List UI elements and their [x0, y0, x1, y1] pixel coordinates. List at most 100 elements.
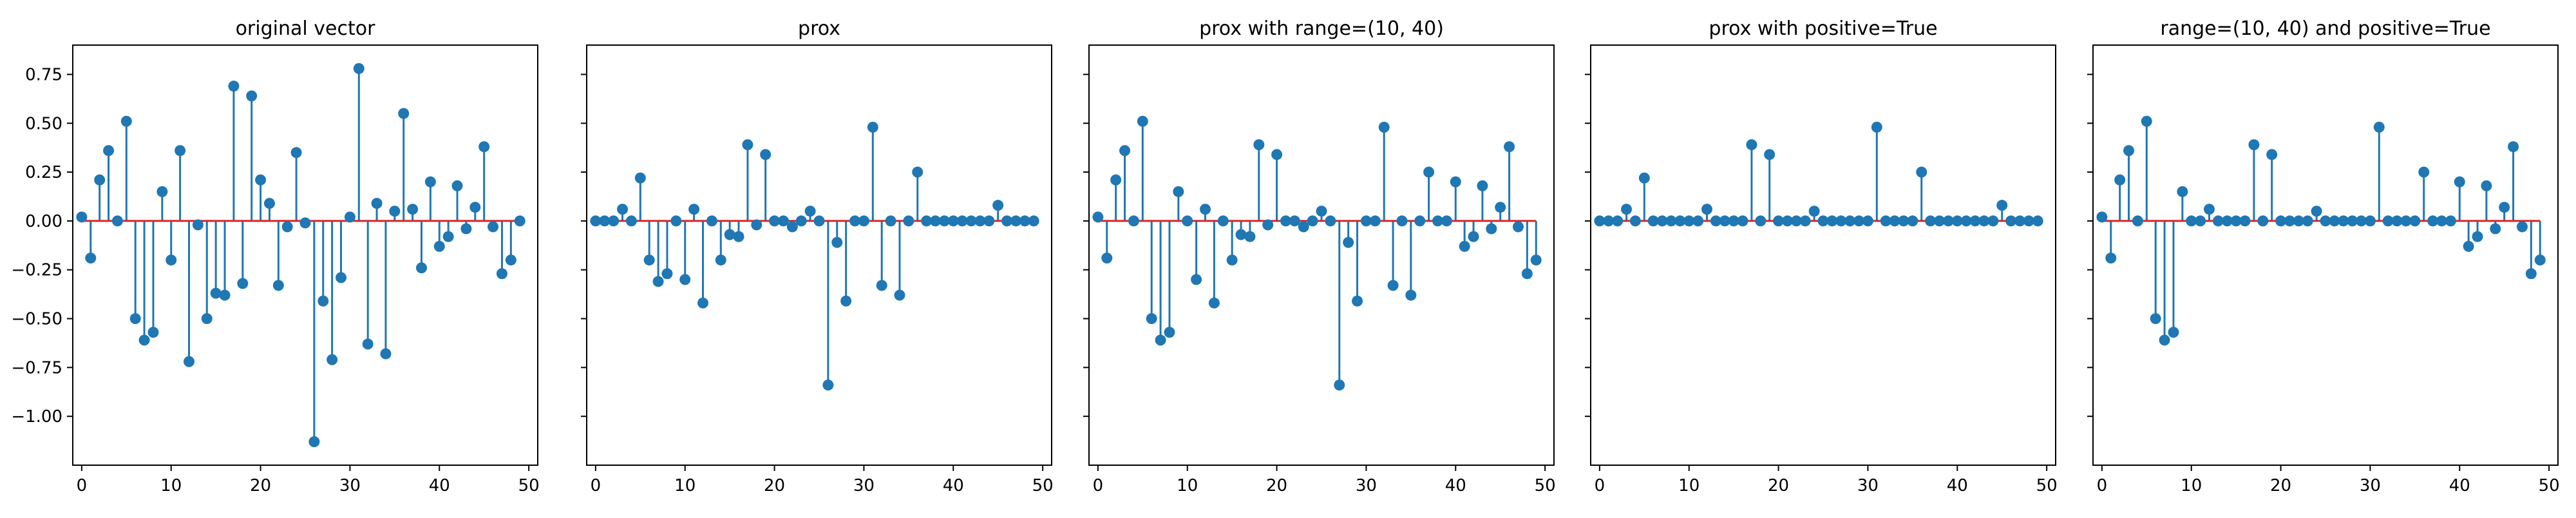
- stem-marker: [1360, 215, 1372, 227]
- stem-marker: [947, 215, 959, 227]
- stem-marker: [795, 215, 807, 227]
- stem-marker: [433, 240, 445, 252]
- stem-marker: [201, 313, 213, 325]
- stem-marker: [894, 289, 905, 301]
- stem-marker: [608, 215, 620, 227]
- stem-marker: [822, 379, 834, 391]
- stem-marker: [2195, 215, 2206, 227]
- stem-marker: [1001, 215, 1013, 227]
- stem-marker: [424, 176, 436, 187]
- stem-marker: [1665, 215, 1677, 227]
- chart-panel-5: range=(10, 40) and positive=True 0 10 20 30 4…: [2087, 17, 2560, 495]
- stem-marker: [1405, 289, 1417, 301]
- stem-marker: [2490, 223, 2501, 235]
- stem-marker: [1835, 215, 1847, 227]
- stem-marker: [2409, 215, 2421, 227]
- stem-marker: [930, 215, 941, 227]
- stem-marker: [751, 219, 762, 231]
- stem-marker: [1387, 280, 1399, 291]
- stem-marker: [965, 215, 977, 227]
- stem-marker: [1146, 313, 1157, 325]
- stem-marker: [2284, 215, 2295, 227]
- stem-marker: [362, 338, 374, 350]
- stem-marker: [858, 215, 869, 227]
- stem-marker: [2168, 327, 2179, 338]
- x-tick-label: 40: [1947, 476, 1968, 495]
- stem-marker: [777, 215, 789, 227]
- stem-marker: [2481, 180, 2492, 191]
- stem-marker: [1862, 215, 1873, 227]
- x-tick-label: 30: [339, 476, 361, 495]
- stem-marker: [389, 206, 401, 217]
- stem-marker: [2221, 215, 2233, 227]
- stem-marker: [2275, 215, 2287, 227]
- stem-marker: [2463, 240, 2474, 252]
- chart-title: prox with range=(10, 40): [1199, 17, 1444, 40]
- chart-panel-4: prox with positive=True 0 10 20 30 40 50: [1585, 17, 2058, 495]
- stem-marker: [625, 215, 637, 227]
- stem-marker: [724, 229, 735, 240]
- stem-marker: [2320, 215, 2331, 227]
- chart-panel-3: prox with range=(10, 40) 0 10 20 30 40 50: [1083, 17, 1556, 495]
- x-tick-label: 20: [764, 476, 785, 495]
- stem-marker: [1325, 215, 1336, 227]
- x-tick-label: 0: [1093, 476, 1104, 495]
- stem-marker: [697, 297, 708, 309]
- stem-marker: [1298, 221, 1309, 233]
- stem-marker: [1019, 215, 1030, 227]
- stem-marker: [1155, 334, 1166, 346]
- stem-marker: [442, 231, 454, 242]
- stem-marker: [885, 215, 896, 227]
- stem-marker: [380, 348, 392, 360]
- x-tick-label: 40: [943, 476, 964, 495]
- stem-marker: [938, 215, 950, 227]
- stem-marker: [2525, 268, 2537, 280]
- stem-marker: [1871, 121, 1882, 133]
- x-tick-label: 50: [2036, 476, 2058, 495]
- stem-marker: [2302, 215, 2313, 227]
- x-tick-label: 10: [674, 476, 696, 495]
- stem-marker: [1477, 180, 1488, 191]
- stem-marker: [1916, 166, 1927, 178]
- stem-marker: [590, 215, 601, 227]
- stem-marker: [1844, 215, 1856, 227]
- stem-marker: [1799, 215, 1811, 227]
- stem-marker: [237, 278, 249, 289]
- axes-frame: [1088, 44, 1555, 466]
- stem-marker: [599, 215, 611, 227]
- stem-marker: [147, 327, 159, 338]
- stem-marker: [2114, 174, 2126, 186]
- x-tick-label: 10: [1177, 476, 1198, 495]
- stem-marker: [246, 90, 258, 102]
- stem-marker: [974, 215, 986, 227]
- stem-marker: [398, 108, 410, 119]
- stem-marker: [1101, 253, 1113, 264]
- chart-panel-1: original vector 0 10 20 30 40 50 −1.00 −0.75 −0.5…: [11, 17, 539, 495]
- stem-marker: [353, 62, 365, 74]
- stem-marker: [1110, 174, 1122, 186]
- stem-marker: [1692, 215, 1704, 227]
- x-tick-label: 20: [1768, 476, 1789, 495]
- stem-marker: [1907, 215, 1918, 227]
- stem-marker: [769, 215, 781, 227]
- stem-marker: [2293, 215, 2304, 227]
- stem-marker: [1307, 215, 1318, 227]
- stem-marker: [478, 141, 490, 153]
- stem-marker: [617, 204, 629, 215]
- chart-title: prox: [798, 17, 840, 40]
- stem-marker: [2141, 115, 2152, 127]
- stem-marker: [2436, 215, 2447, 227]
- stem-marker: [1764, 149, 1776, 160]
- stem-marker: [219, 289, 231, 301]
- stem-marker: [76, 211, 88, 223]
- stem-marker: [1647, 215, 1659, 227]
- stem-marker: [1343, 236, 1354, 248]
- stem-marker: [813, 215, 825, 227]
- stem-marker: [488, 221, 499, 233]
- stem-marker: [272, 280, 284, 291]
- stem-marker: [715, 254, 726, 266]
- stem-marker: [1942, 215, 1954, 227]
- stem-marker: [1137, 115, 1148, 127]
- stem-marker: [1656, 215, 1668, 227]
